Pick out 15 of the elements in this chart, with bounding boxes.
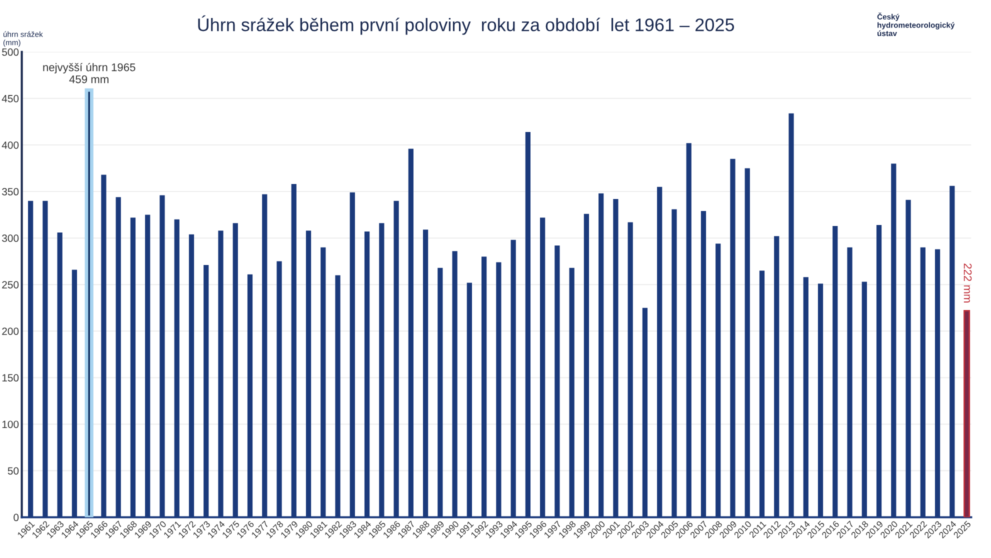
- y-tick-label: 500: [2, 48, 19, 56]
- bar: [964, 310, 970, 518]
- data-label: nejvyšší úhrn 1965 459 mm: [43, 62, 136, 84]
- chart-title: Úhrn srážek během první poloviny roku za období let 1961 – 2025: [198, 15, 734, 35]
- y-tick-label: 0: [14, 514, 19, 522]
- y-tick-label: 50: [8, 467, 19, 475]
- y-tick-label: 250: [2, 281, 19, 288]
- y-tick-label: 400: [2, 141, 19, 149]
- y-tick-label: 350: [2, 188, 19, 196]
- y-tick-label: 200: [2, 328, 19, 335]
- y-tick-label: 150: [2, 374, 19, 382]
- y-tick-label: 300: [2, 234, 19, 242]
- data-label: 222 mm: [964, 264, 972, 302]
- y-tick-label: 100: [2, 420, 19, 428]
- y-tick-label: 450: [2, 94, 19, 102]
